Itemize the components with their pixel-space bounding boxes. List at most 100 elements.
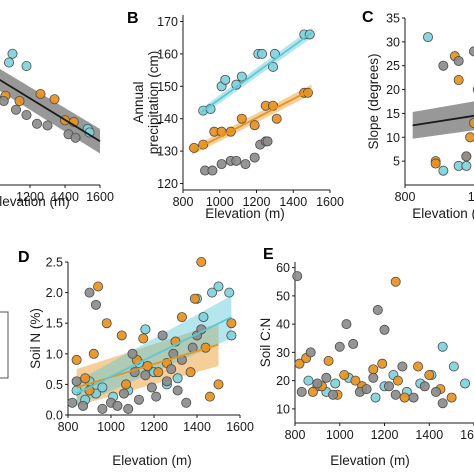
y-tick-label: 160 bbox=[157, 47, 178, 61]
data-point-gray bbox=[78, 400, 89, 411]
data-point-gray bbox=[379, 324, 390, 335]
x-tick-label: 1000 bbox=[326, 428, 354, 442]
data-point-cyan bbox=[370, 392, 381, 403]
x-axis-label: Elevation (m) bbox=[330, 453, 410, 468]
data-point-gray bbox=[70, 132, 81, 143]
panel-d: 800 1000 1200 1400 1600 0.0 0.5 1.0 1.5 2.0 2.5 Ele… bbox=[18, 249, 254, 468]
data-point-orange bbox=[453, 75, 464, 86]
data-point-orange bbox=[138, 333, 149, 344]
y-tick-label: 10 bbox=[386, 131, 400, 145]
data-point-orange bbox=[350, 375, 361, 386]
panel-b: 800 1000 1200 1400 1600 120 130 140 150 160 170 Ele… bbox=[127, 10, 344, 221]
data-point-gray bbox=[292, 271, 303, 282]
data-point-gray bbox=[408, 392, 419, 403]
x-tick-label: 800 bbox=[58, 420, 79, 434]
x-tick-label: 800 bbox=[285, 428, 306, 442]
panel-a: 1200 1400 1600 Elevation (m) bbox=[0, 48, 114, 209]
data-point-orange bbox=[185, 367, 196, 378]
data-point-gray bbox=[430, 386, 441, 397]
data-point-gray bbox=[437, 398, 448, 409]
y-tick-label: 0.5 bbox=[46, 378, 63, 392]
data-point-gray bbox=[216, 159, 227, 170]
panel-letter: E bbox=[263, 246, 274, 263]
data-point-orange bbox=[121, 379, 132, 390]
data-point-cyan bbox=[236, 71, 247, 82]
data-point-orange bbox=[226, 318, 237, 329]
data-point-cyan bbox=[303, 375, 314, 386]
data-point-orange bbox=[93, 281, 104, 292]
y-tick-label: 0.0 bbox=[46, 409, 63, 423]
y-axis-label: Soil N (%) bbox=[28, 308, 43, 369]
y-tick-label: 20 bbox=[276, 374, 290, 388]
y-tick-label: 10 bbox=[276, 402, 290, 416]
data-point-gray bbox=[133, 394, 144, 405]
data-point-orange bbox=[204, 391, 215, 402]
x-tick-label: 1000 bbox=[468, 190, 474, 204]
data-point-gray bbox=[71, 376, 82, 387]
regression-line bbox=[76, 343, 219, 389]
data-point-cyan bbox=[437, 341, 448, 352]
data-point-gray bbox=[161, 376, 172, 387]
data-point-cyan bbox=[461, 160, 472, 171]
x-tick-label: 800 bbox=[395, 190, 416, 204]
regression-line bbox=[191, 88, 313, 152]
x-axis-label: Elevation (m) bbox=[412, 206, 474, 221]
data-point-gray bbox=[166, 364, 177, 375]
x-tick-label: 1000 bbox=[206, 195, 234, 209]
data-point-orange bbox=[236, 113, 247, 124]
data-point-gray bbox=[348, 338, 359, 349]
data-point-orange bbox=[213, 379, 224, 390]
x-tick-label: 1400 bbox=[183, 420, 211, 434]
data-point-orange bbox=[14, 96, 25, 107]
y-tick-label: 30 bbox=[276, 346, 290, 360]
panel-letter: C bbox=[362, 9, 374, 26]
y-axis-label-line: Annual bbox=[131, 81, 146, 123]
data-point-cyan bbox=[198, 312, 209, 323]
data-point-orange bbox=[35, 89, 46, 100]
data-point-cyan bbox=[257, 48, 268, 59]
data-point-gray bbox=[341, 319, 352, 330]
data-point-gray bbox=[397, 361, 408, 372]
data-point-orange bbox=[413, 361, 424, 372]
y-axis-label: Annualprecipitation (cm) bbox=[131, 51, 161, 155]
data-point-gray bbox=[151, 391, 162, 402]
x-tick-label: 800 bbox=[173, 195, 194, 209]
plot-area bbox=[67, 256, 237, 414]
x-tick-label: 1000 bbox=[97, 420, 125, 434]
data-point-cyan bbox=[226, 330, 237, 341]
data-point-gray bbox=[262, 136, 273, 147]
data-point-cyan bbox=[438, 165, 449, 176]
y-tick-label: 120 bbox=[157, 177, 178, 191]
data-point-gray bbox=[127, 348, 138, 359]
data-point-orange bbox=[71, 354, 82, 365]
x-tick-label: 1200 bbox=[243, 195, 271, 209]
data-point-gray bbox=[172, 385, 183, 396]
y-tick-label: 40 bbox=[276, 318, 290, 332]
y-tick-label: 2.5 bbox=[46, 256, 63, 270]
data-point-orange bbox=[153, 367, 164, 378]
y-tick-label: 20 bbox=[386, 83, 400, 97]
panel-letter: D bbox=[18, 249, 30, 266]
x-tick-label: 1600 bbox=[86, 190, 114, 204]
panel-e: 800 1000 1200 1400 1600 10 20 30 40 50 60 Elevation… bbox=[258, 246, 474, 468]
y-axis-label-line: precipitation (cm) bbox=[146, 51, 161, 155]
y-tick-label: 50 bbox=[276, 289, 290, 303]
data-point-gray bbox=[390, 389, 401, 400]
data-point-orange bbox=[271, 113, 282, 124]
data-point-orange bbox=[399, 392, 410, 403]
data-point-cyan bbox=[460, 378, 471, 389]
data-point-orange bbox=[294, 358, 305, 369]
x-tick-label: 1400 bbox=[51, 190, 79, 204]
y-tick-label: 140 bbox=[157, 112, 178, 126]
regression-line bbox=[412, 114, 474, 127]
data-point-orange bbox=[176, 312, 187, 323]
plot-area bbox=[292, 271, 471, 409]
data-point-orange bbox=[80, 373, 91, 384]
data-point-gray bbox=[21, 110, 32, 121]
legend-box-partial bbox=[0, 311, 9, 379]
x-tick-label: 1200 bbox=[371, 428, 399, 442]
data-point-orange bbox=[88, 348, 99, 359]
data-point-cyan bbox=[97, 382, 108, 393]
x-tick-label: 1200 bbox=[140, 420, 168, 434]
